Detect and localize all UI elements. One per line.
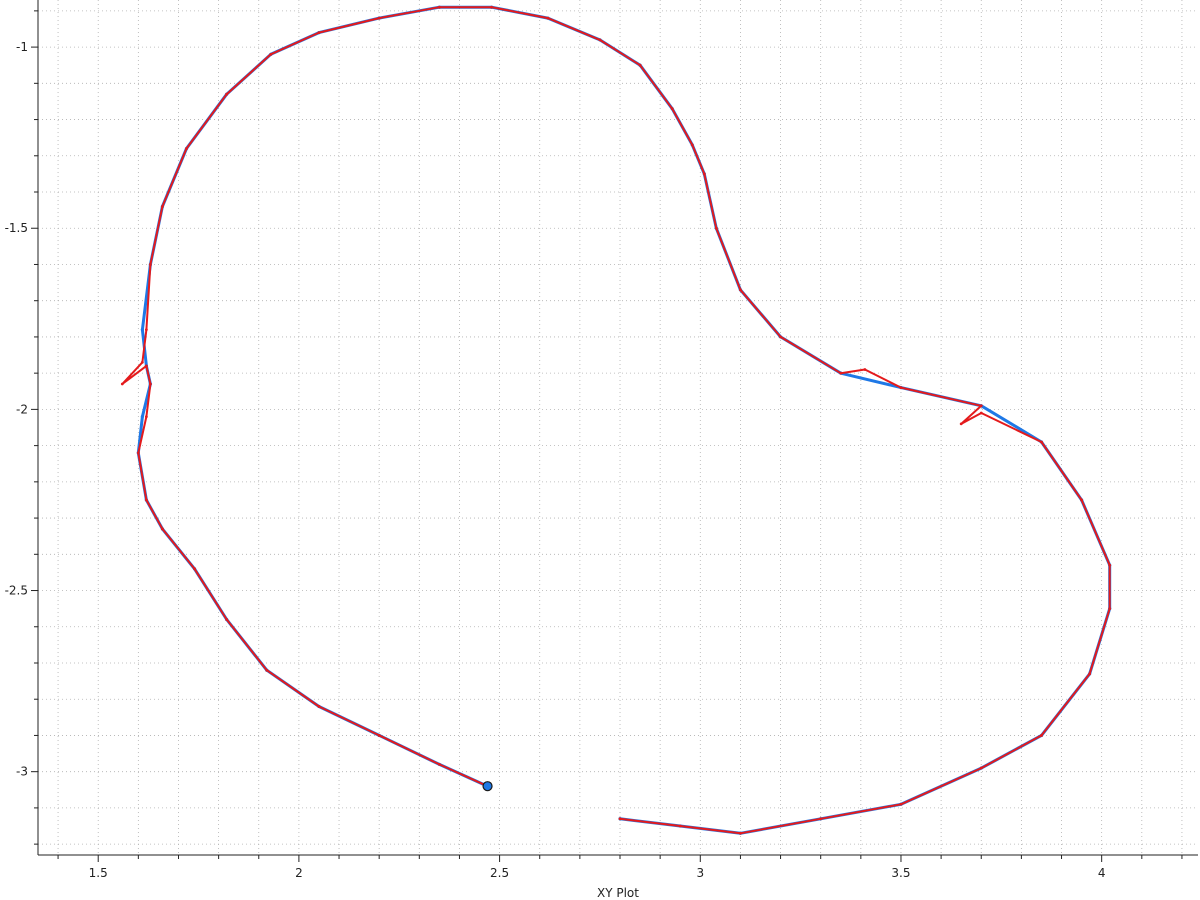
series-2-point	[317, 31, 321, 35]
series-2-point	[1108, 607, 1112, 611]
x-tick-label: 4	[1098, 866, 1106, 880]
grid	[38, 0, 1198, 855]
series-2-point	[839, 371, 843, 375]
axes: 1.5 2 2.5 3 3.5 4 -1 -1.5 -2 -2.5 -3	[5, 0, 1198, 880]
series-2-point	[1040, 734, 1043, 737]
series-2-point	[1088, 672, 1092, 676]
series-2-point	[546, 16, 550, 20]
series-layer	[120, 5, 1112, 835]
series-2-point	[702, 172, 706, 176]
series-2-point	[638, 63, 642, 67]
series-2-point	[225, 92, 229, 96]
series-2-point	[377, 16, 381, 20]
y-tick-label: -1	[16, 40, 28, 54]
series-2-point	[959, 422, 963, 426]
x-tick-label: 2	[295, 866, 303, 880]
series-2-point	[598, 38, 602, 42]
series-2-point	[185, 147, 188, 150]
series-2-point	[979, 404, 983, 408]
series-2-point	[140, 360, 144, 364]
y-tick-label: -3	[16, 765, 28, 779]
series-1-point	[140, 328, 144, 332]
x-tick-label: 2.5	[490, 866, 509, 880]
current-position-marker	[482, 781, 493, 792]
x-tick-label: 3	[696, 866, 704, 880]
series-2-point	[979, 411, 983, 415]
series-2-point	[161, 205, 164, 208]
series-2-point	[317, 705, 321, 708]
series-2-point	[1080, 498, 1083, 502]
series-2-point	[437, 5, 441, 9]
series-2-point	[265, 668, 269, 672]
series-2-point	[490, 5, 493, 9]
y-tick-label: -2.5	[5, 584, 28, 598]
series-2-point	[225, 618, 229, 621]
series-2-point	[148, 382, 152, 386]
series-2-point	[1040, 440, 1043, 444]
series-2-point	[899, 802, 903, 806]
series-2-point	[979, 766, 983, 770]
series-2-point	[144, 415, 148, 419]
series-2-point	[120, 382, 124, 386]
y-tick-label: -2	[16, 402, 28, 416]
x-axis-title: XY Plot	[597, 886, 639, 900]
series-2-point	[678, 824, 682, 828]
y-tick-label: -1.5	[5, 221, 28, 235]
series-line-2	[121, 6, 1111, 835]
series-2-point	[899, 386, 903, 390]
series-2-point	[739, 831, 742, 835]
series-2-point	[618, 817, 622, 821]
series-2-point	[144, 328, 148, 332]
x-tick-label: 3.5	[891, 866, 910, 880]
series-2-point	[136, 451, 140, 455]
series-2-point	[437, 763, 441, 766]
series-2-point	[193, 567, 196, 571]
series-2-point	[714, 226, 718, 230]
series-2-point	[144, 498, 148, 502]
x-tick-label: 1.5	[89, 866, 108, 880]
series-2-point	[863, 368, 867, 371]
series-2-point	[670, 107, 674, 111]
series-2-point	[690, 143, 694, 147]
series-2-point	[819, 817, 823, 821]
series-2-point	[144, 364, 148, 368]
series-2-point	[269, 52, 273, 56]
series-2-point	[779, 335, 782, 339]
series-2-point	[148, 263, 152, 266]
series-2-point	[1108, 563, 1112, 567]
series-2-point	[161, 527, 164, 531]
series-1-point	[140, 415, 144, 419]
series-2-point	[739, 288, 742, 292]
series-2-point	[377, 734, 381, 737]
